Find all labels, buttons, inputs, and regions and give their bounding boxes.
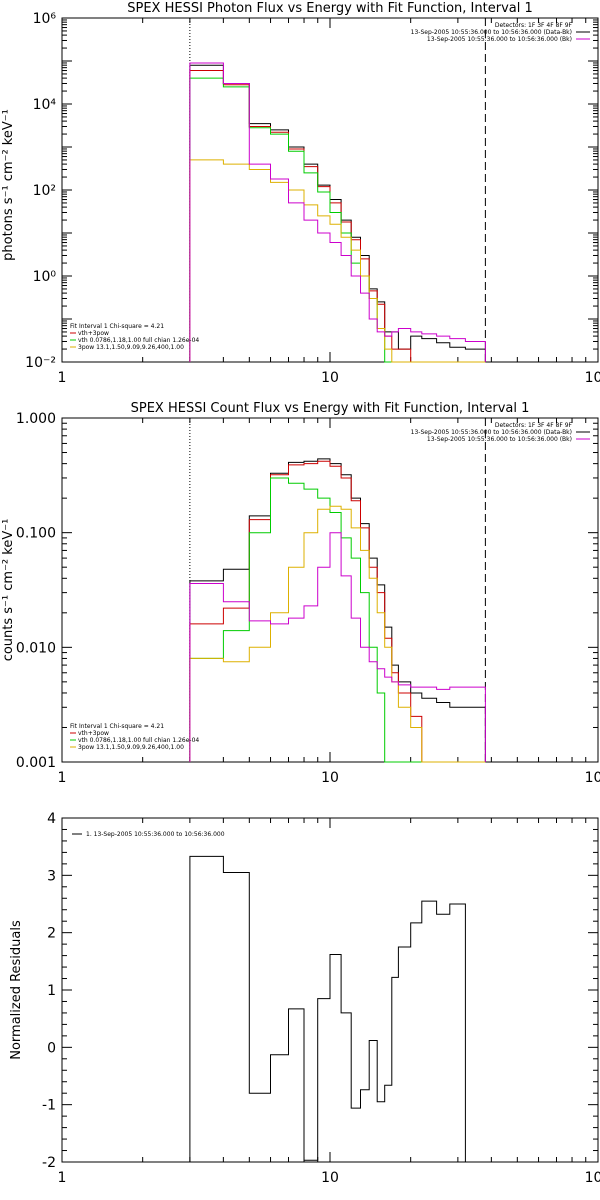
residuals-panel: Normalized Residuals 11010043210-1-21. 1… [9, 811, 600, 1186]
series-line [189, 532, 486, 762]
y-tick-label: 2 [47, 926, 56, 942]
legend-entry: 13-Sep-2005 10:55:36.000 to 10:56:36.000… [411, 29, 572, 36]
y-tick-label: -2 [42, 1155, 56, 1171]
x-tick-label: 10 [321, 770, 339, 786]
legend-entry: vth+3pow [78, 330, 109, 337]
y-tick-label: 0.010 [16, 640, 56, 656]
y-tick-label: 0.100 [16, 526, 56, 542]
y-tick-label: 0.001 [16, 755, 56, 771]
y-tick-label: 1 [47, 983, 56, 999]
plot-frame [61, 417, 599, 763]
legend-entry: Fit Interval 1 Chi-square = 4.21 [70, 723, 164, 730]
series-line [189, 62, 486, 362]
chart-title: SPEX HESSI Count Flux vs Energy with Fit… [131, 401, 530, 416]
y-tick-label: 10⁴ [33, 97, 57, 113]
y-axis-label: Normalized Residuals [9, 920, 24, 1060]
y-tick-label: 10⁻² [25, 355, 56, 371]
y-axis-label: counts s⁻¹ cm⁻² keV⁻¹ [1, 519, 16, 662]
legend-entry: Detectors: 1F 3F 4F 8F 9F [495, 422, 573, 429]
legend-entry: 3pow 13.1,1.50,9.09,9.26,400,1.00 [78, 744, 184, 751]
y-tick-label: 10⁶ [33, 11, 57, 27]
photon-flux-panel: SPEX HESSI Photon Flux vs Energy with Fi… [1, 1, 600, 386]
x-tick-label: 100 [585, 770, 600, 786]
y-tick-label: 10² [33, 183, 56, 199]
legend-entry: Detectors: 1F 3F 4F 8F 9F [495, 22, 573, 29]
legend-entry: Fit Interval 1 Chi-square = 4.21 [70, 323, 164, 330]
y-tick-label: -1 [42, 1098, 56, 1114]
y-tick-label: 0 [47, 1040, 56, 1056]
legend-entry: 3pow 13.1,1.50,9.09,9.26,400,1.00 [78, 344, 184, 351]
x-tick-label: 100 [585, 370, 600, 386]
series-line [189, 70, 486, 363]
legend-entry: 13-Sep-2005 10:55:36.000 to 10:56:36.000… [427, 36, 572, 43]
series-line [189, 505, 486, 763]
series-line [189, 64, 486, 362]
series-line [189, 855, 466, 1162]
x-tick-label: 1 [58, 1170, 67, 1186]
legend-entry: 13-Sep-2005 10:55:36.000 to 10:56:36.000… [427, 436, 572, 443]
legend-entry: vth+3pow [78, 730, 109, 737]
series-line [189, 77, 486, 363]
x-tick-label: 10 [321, 1170, 339, 1186]
legend-entry: vth 0.0786,1.18,1.00 full chian 1.26e-04 [78, 737, 199, 744]
chart-title: SPEX HESSI Photon Flux vs Energy with Fi… [127, 1, 533, 16]
y-tick-label: 10⁰ [33, 269, 57, 285]
series-line [189, 477, 486, 763]
count-flux-panel: SPEX HESSI Count Flux vs Energy with Fit… [1, 401, 600, 786]
y-tick-label: 1.000 [16, 411, 56, 427]
legend-entry: 1. 13-Sep-2005 10:55:36.000 to 10:56:36.… [86, 831, 225, 838]
x-tick-label: 10 [321, 370, 339, 386]
legend-entry: vth 0.0786,1.18,1.00 full chian 1.26e-04 [78, 337, 199, 344]
y-tick-label: 4 [47, 811, 56, 827]
y-axis-label: photons s⁻¹ cm⁻² keV⁻¹ [1, 109, 16, 261]
legend-entry: 13-Sep-2005 10:55:36.000 to 10:56:36.000… [411, 429, 572, 436]
series-line [189, 458, 486, 762]
y-tick-label: 3 [47, 868, 56, 884]
x-tick-label: 1 [58, 370, 67, 386]
x-tick-label: 1 [58, 770, 67, 786]
series-line [189, 159, 486, 363]
x-tick-label: 100 [585, 1170, 600, 1186]
